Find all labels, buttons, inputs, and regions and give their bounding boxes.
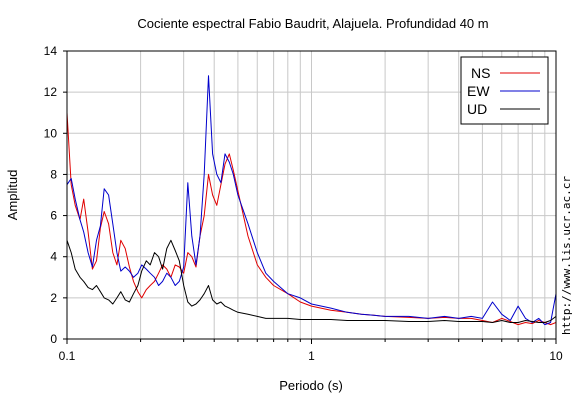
y-tick-label: 4 bbox=[50, 250, 57, 264]
watermark-url: http://www.lis.ucr.ac.cr bbox=[560, 176, 573, 335]
y-axis: 0 2 4 6 8 10 12 14 bbox=[44, 44, 67, 346]
x-axis: 0.1 1 10 bbox=[59, 339, 563, 363]
y-tick-label: 8 bbox=[50, 167, 57, 181]
y-tick-label: 0 bbox=[50, 332, 57, 346]
chart-title: Cociente espectral Fabio Baudrit, Alajue… bbox=[137, 16, 488, 31]
series-line-ns bbox=[67, 112, 556, 326]
y-tick-label: 2 bbox=[50, 291, 57, 305]
series-group bbox=[67, 75, 556, 326]
x-tick-label: 0.1 bbox=[59, 349, 76, 363]
legend-label-ud: UD bbox=[467, 101, 487, 117]
x-tick-label: 1 bbox=[308, 349, 315, 363]
series-line-ew bbox=[67, 75, 556, 326]
y-tick-label: 6 bbox=[50, 209, 57, 223]
y-tick-label: 14 bbox=[44, 44, 58, 58]
legend-label-ns: NS bbox=[471, 65, 490, 81]
y-tick-label: 12 bbox=[44, 85, 58, 99]
series-line-ud bbox=[67, 239, 556, 323]
y-tick-label: 10 bbox=[44, 126, 58, 140]
legend-label-ew: EW bbox=[467, 83, 490, 99]
y-axis-title: Amplitud bbox=[5, 170, 20, 221]
legend: NS EW UD bbox=[460, 56, 549, 125]
x-axis-title: Periodo (s) bbox=[279, 378, 343, 393]
x-tick-label: 10 bbox=[549, 349, 563, 363]
